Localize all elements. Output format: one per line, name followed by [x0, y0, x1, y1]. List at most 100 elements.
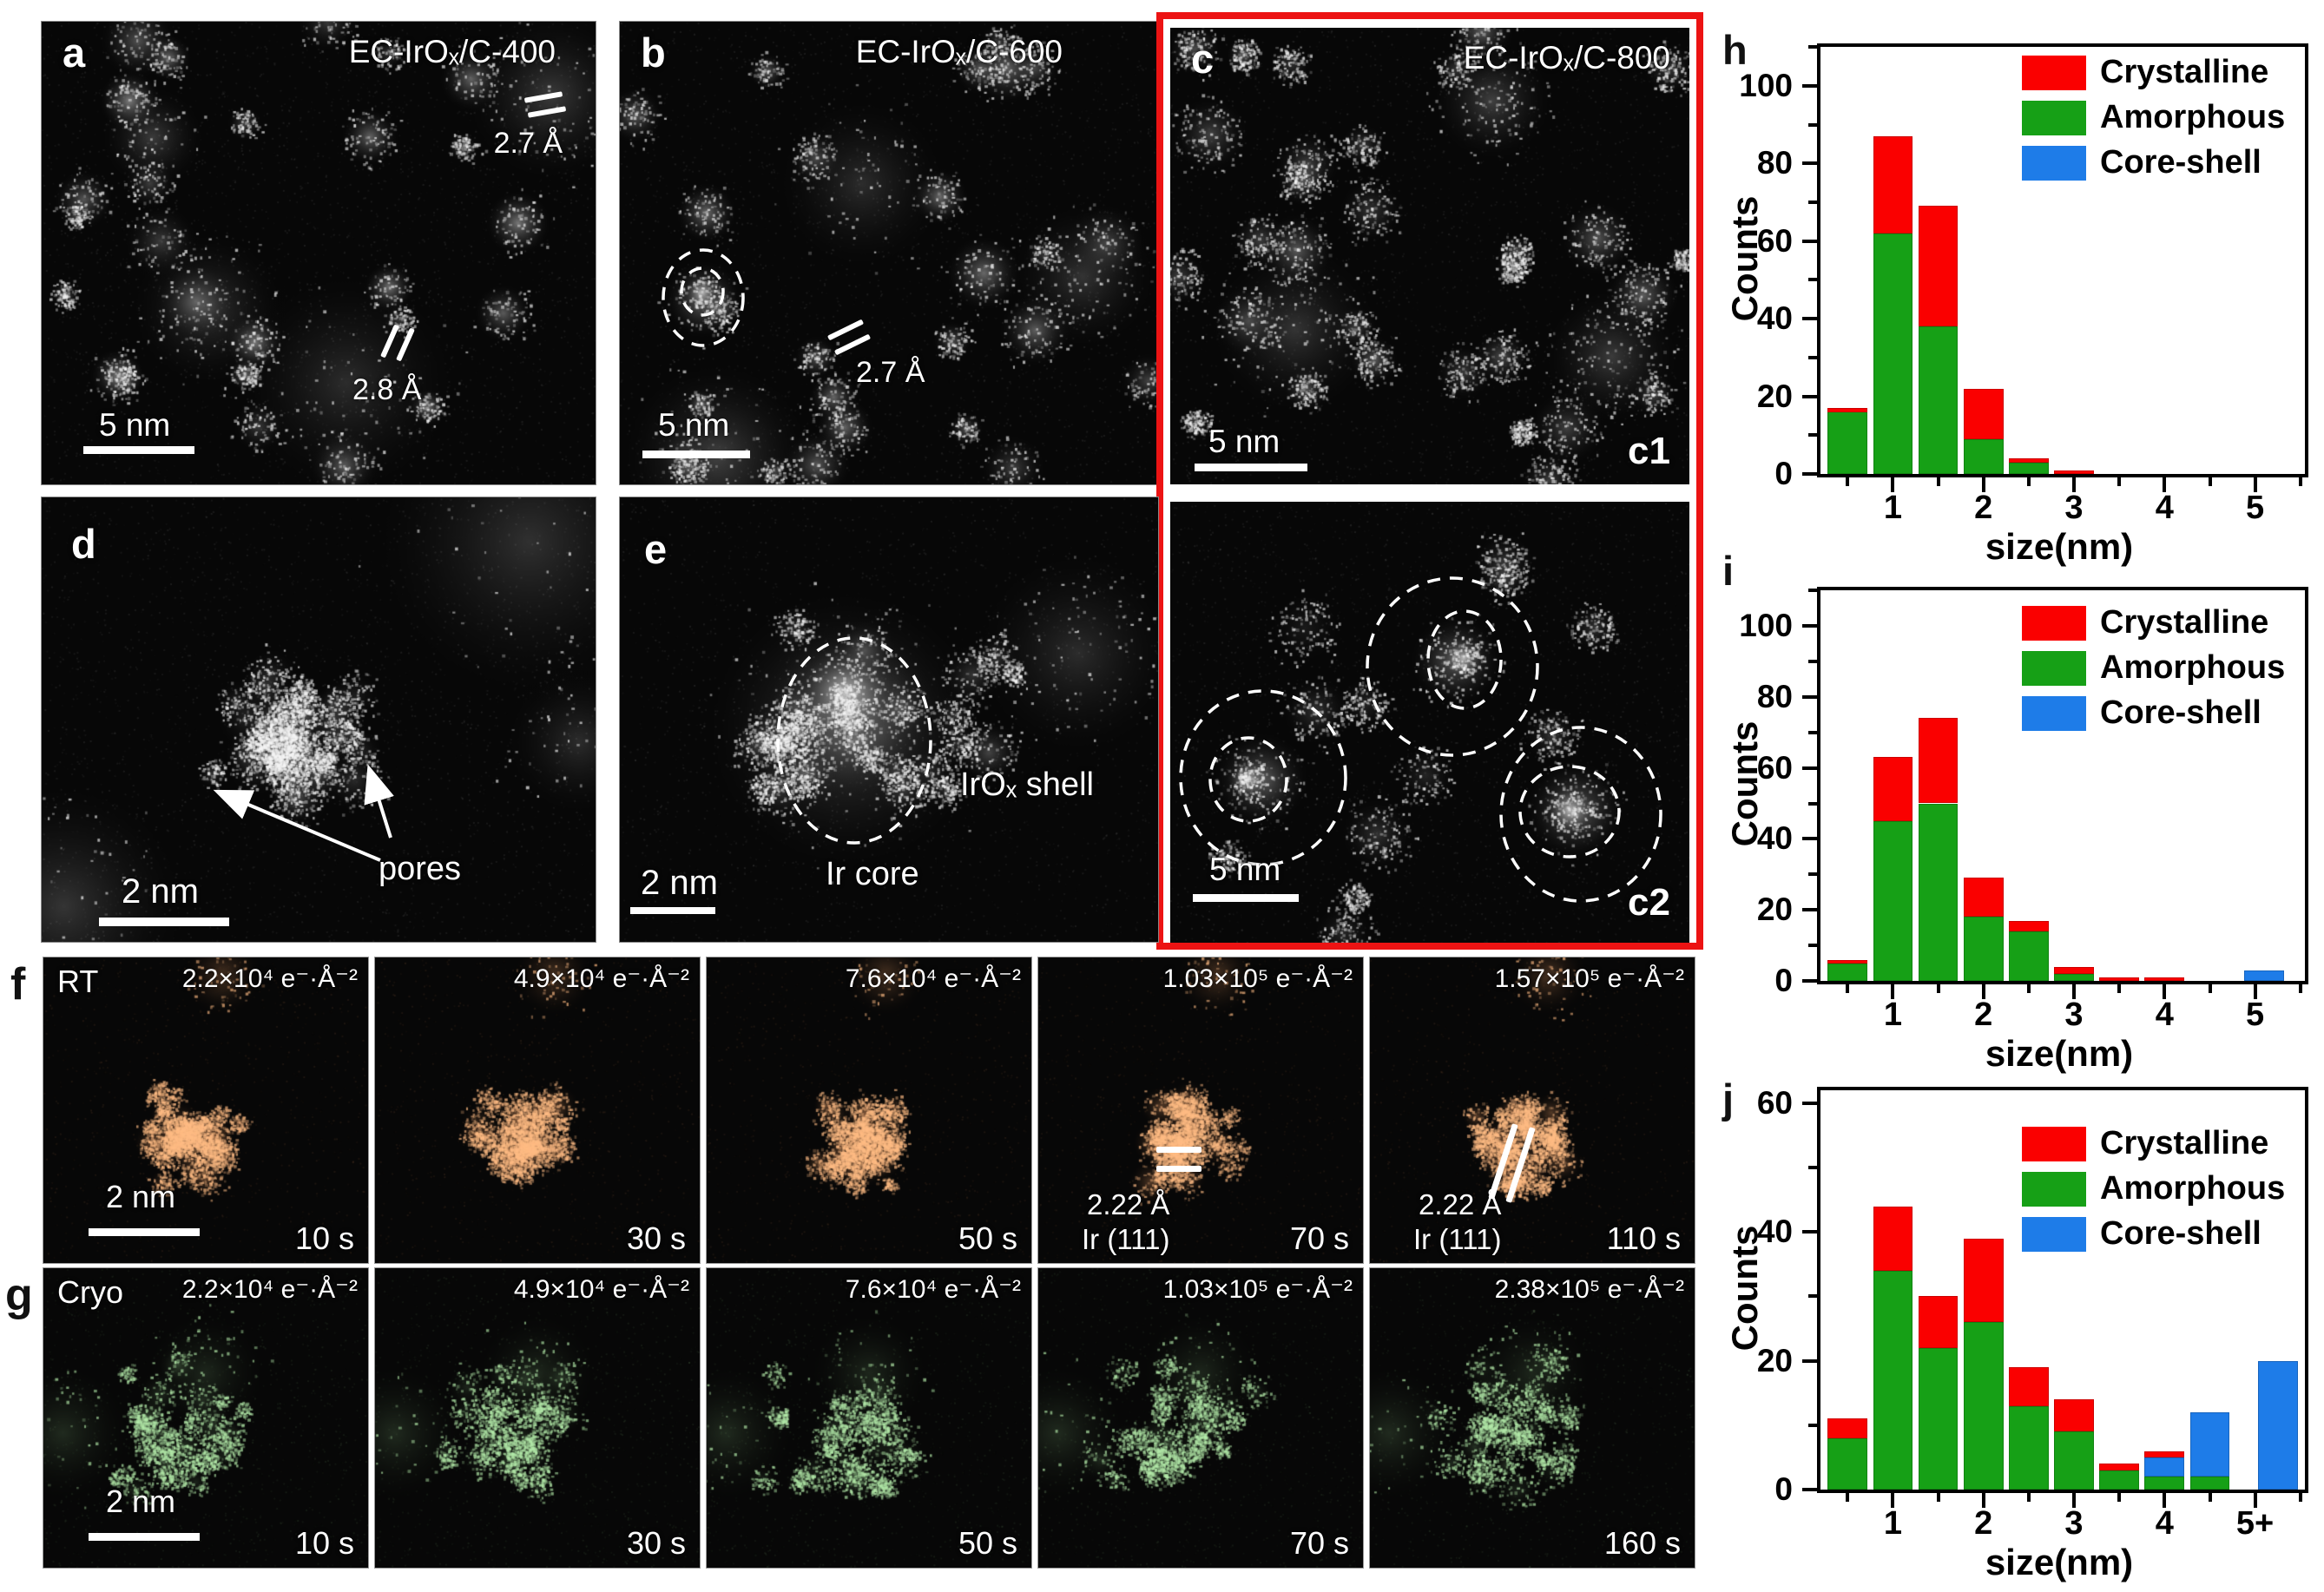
y-axis-tick [1802, 1230, 1817, 1234]
bar-segment-crystalline [2008, 1367, 2049, 1406]
legend-label: Crystalline [2100, 1125, 2269, 1161]
scalebar-label: 2 nm [106, 1483, 176, 1519]
electron-dose-label: 1.57×10⁵ e⁻·Å⁻² [1494, 964, 1684, 993]
x-tick-label: 4 [2155, 997, 2174, 1033]
x-axis-tick [2253, 477, 2257, 492]
scalebar [642, 451, 750, 458]
micrograph-frame-g4: 1.03×10⁵ e⁻·Å⁻² 70 s [1038, 1268, 1363, 1568]
bar-segment-core-shell [2244, 970, 2284, 981]
stem-image-g3 [707, 1268, 1031, 1568]
frame-time-label: 70 s [1289, 1220, 1349, 1256]
stem-image-a [42, 22, 596, 484]
chart-panel-letter: i [1722, 548, 1735, 594]
x-axis-tick [1936, 477, 1940, 486]
y-tick-label: 40 [1756, 1214, 1793, 1250]
y-axis-tick [1802, 623, 1817, 628]
bar-segment-crystalline [1918, 718, 1959, 804]
scalebar [1195, 464, 1307, 471]
subpanel-label-c1: c1 [1628, 430, 1670, 472]
micrograph-frame-f4: 1.03×10⁵ e⁻·Å⁻² 70 s 2.22 Å Ir (111) [1038, 957, 1363, 1263]
panel-letter-a: a [63, 30, 86, 76]
bar-segment-crystalline [2008, 458, 2049, 463]
bar-segment-core-shell [2144, 1457, 2185, 1477]
y-axis-tick [1808, 944, 1817, 948]
bar-segment-amorphous [1963, 438, 2004, 474]
y-axis-tick [1808, 730, 1817, 734]
stem-image-g2 [375, 1268, 700, 1568]
y-axis-tick [1808, 659, 1817, 663]
micrograph-frame-g2: 4.9×10⁴ e⁻·Å⁻² 30 s [375, 1268, 700, 1568]
y-axis-tick [1808, 801, 1817, 806]
micrograph-frame-f2: 4.9×10⁴ e⁻·Å⁻² 30 s [375, 957, 700, 1263]
bar-segment-amorphous [2054, 1431, 2094, 1490]
x-tick-label: 2 [1974, 1505, 1993, 1542]
legend-row: Core-shell [2022, 694, 2261, 732]
y-axis-tick [1808, 1294, 1817, 1299]
stem-image-f4 [1038, 957, 1363, 1263]
electron-dose-label: 2.2×10⁴ e⁻·Å⁻² [181, 964, 358, 993]
y-tick-label: 60 [1756, 1084, 1793, 1121]
chart-panel-letter: h [1722, 27, 1748, 73]
bar-segment-crystalline [1963, 878, 2004, 918]
frame-time-label: 10 s [294, 1525, 354, 1561]
x-axis-tick [1846, 1493, 1850, 1502]
bar-segment-crystalline [1873, 1206, 1913, 1271]
x-axis-tick [2117, 984, 2122, 993]
scalebar [1193, 894, 1299, 902]
x-axis-tick [2208, 984, 2212, 993]
x-tick-label: 2 [1974, 490, 1993, 526]
x-axis-tick [2253, 1493, 2257, 1508]
legend-swatch-crystalline [2022, 605, 2086, 641]
y-axis-tick [1802, 1101, 1817, 1105]
scalebar [99, 918, 229, 926]
x-axis-tick [2163, 477, 2167, 492]
x-tick-label: 3 [2064, 997, 2084, 1033]
y-axis-tick [1802, 472, 1817, 476]
y-axis-tick [1802, 1358, 1817, 1363]
frame-time-label: 70 s [1289, 1525, 1349, 1561]
bar-segment-amorphous [2008, 462, 2049, 474]
chart-panel-letter: j [1722, 1076, 1735, 1122]
x-axis-tick [2072, 1493, 2076, 1508]
lattice-plane-label: Ir (111) [1082, 1223, 1170, 1255]
panel-letter-d: d [71, 521, 96, 567]
frame-time-label: 50 s [958, 1525, 1017, 1561]
y-axis-label: Counts [1724, 720, 1765, 847]
scalebar-label: 5 nm [1209, 852, 1281, 887]
y-tick-label: 60 [1756, 749, 1793, 786]
x-axis-tick [1981, 477, 1985, 492]
bar-segment-amorphous [2189, 1477, 2230, 1490]
legend-swatch-crystalline [2022, 1126, 2086, 1161]
y-tick-label: 80 [1756, 145, 1793, 181]
legend-label: Core-shell [2100, 1215, 2261, 1252]
y-axis-tick [1802, 83, 1817, 88]
bar-segment-crystalline [1827, 959, 1868, 964]
bar-segment-amorphous [1918, 326, 1959, 474]
x-axis-tick [2208, 477, 2212, 486]
x-axis-label: size(nm) [1985, 1542, 2134, 1582]
stem-image-f1 [43, 957, 368, 1263]
y-axis-tick [1808, 1423, 1817, 1427]
y-axis-tick [1808, 433, 1817, 437]
electron-dose-label: 4.9×10⁴ e⁻·Å⁻² [513, 964, 689, 993]
x-axis-tick [1891, 1493, 1895, 1508]
sample-title-800: EC-IrOₓ/C-800 [1463, 40, 1670, 76]
x-axis-tick [1891, 477, 1895, 492]
scalebar-label: 5 nm [1208, 424, 1281, 459]
bar-segment-amorphous [1918, 1347, 1959, 1490]
bar-segment-crystalline [1827, 408, 1868, 412]
x-axis-label: size(nm) [1985, 1033, 2134, 1074]
bar-segment-crystalline [2054, 470, 2094, 474]
scalebar-label: 2 nm [122, 872, 199, 911]
y-tick-label: 40 [1756, 300, 1793, 337]
legend-swatch-core-shell [2022, 695, 2086, 731]
x-tick-label: 4 [2155, 490, 2174, 526]
legend-label: Crystalline [2100, 54, 2269, 90]
bar-segment-crystalline [2144, 977, 2185, 981]
frame-time-label: 110 s [1606, 1220, 1681, 1256]
panel-letter-g: g [5, 1270, 33, 1320]
bar-segment-amorphous [2054, 973, 2094, 981]
x-axis-tick [1981, 1493, 1985, 1508]
bar-segment-crystalline [2008, 920, 2049, 931]
